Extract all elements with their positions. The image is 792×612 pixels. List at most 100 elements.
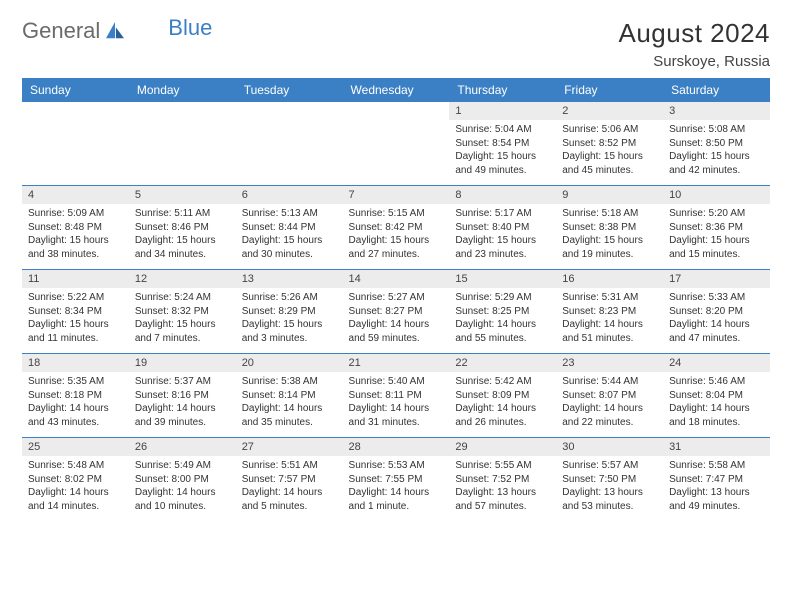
sunrise-line: Sunrise: 5:15 AM (349, 207, 444, 221)
calendar-body: 1Sunrise: 5:04 AMSunset: 8:54 PMDaylight… (22, 102, 770, 521)
day-details: Sunrise: 5:46 AMSunset: 8:04 PMDaylight:… (663, 372, 770, 437)
sunset-line: Sunset: 7:50 PM (562, 473, 657, 487)
day-number: 13 (236, 269, 343, 288)
sunset-line: Sunset: 8:50 PM (669, 137, 764, 151)
calendar-day-cell: 14Sunrise: 5:27 AMSunset: 8:27 PMDayligh… (343, 269, 450, 353)
sunset-line: Sunset: 8:44 PM (242, 221, 337, 235)
sunset-line: Sunset: 8:32 PM (135, 305, 230, 319)
sunset-line: Sunset: 8:46 PM (135, 221, 230, 235)
sunrise-line: Sunrise: 5:42 AM (455, 375, 550, 389)
calendar-day-cell: 22Sunrise: 5:42 AMSunset: 8:09 PMDayligh… (449, 353, 556, 437)
sunset-line: Sunset: 8:36 PM (669, 221, 764, 235)
calendar-day-cell: 31Sunrise: 5:58 AMSunset: 7:47 PMDayligh… (663, 437, 770, 521)
day-number: 5 (129, 185, 236, 204)
calendar-day-cell: 1Sunrise: 5:04 AMSunset: 8:54 PMDaylight… (449, 102, 556, 185)
sunrise-line: Sunrise: 5:57 AM (562, 459, 657, 473)
day-details: Sunrise: 5:37 AMSunset: 8:16 PMDaylight:… (129, 372, 236, 437)
daylight-line: Daylight: 14 hours and 59 minutes. (349, 318, 444, 345)
day-details: Sunrise: 5:11 AMSunset: 8:46 PMDaylight:… (129, 204, 236, 269)
daylight-line: Daylight: 14 hours and 5 minutes. (242, 486, 337, 513)
calendar-day-cell: 20Sunrise: 5:38 AMSunset: 8:14 PMDayligh… (236, 353, 343, 437)
calendar-day-cell: 12Sunrise: 5:24 AMSunset: 8:32 PMDayligh… (129, 269, 236, 353)
page-header: General Blue August 2024 Surskoye, Russi… (22, 18, 770, 70)
calendar-day-cell: 17Sunrise: 5:33 AMSunset: 8:20 PMDayligh… (663, 269, 770, 353)
sunset-line: Sunset: 8:14 PM (242, 389, 337, 403)
brand-part2: Blue (168, 15, 212, 41)
page-subtitle: Surskoye, Russia (618, 53, 770, 70)
day-details: Sunrise: 5:55 AMSunset: 7:52 PMDaylight:… (449, 456, 556, 521)
day-details: Sunrise: 5:57 AMSunset: 7:50 PMDaylight:… (556, 456, 663, 521)
day-number: 27 (236, 437, 343, 456)
sunset-line: Sunset: 8:04 PM (669, 389, 764, 403)
sunrise-line: Sunrise: 5:46 AM (669, 375, 764, 389)
day-details: Sunrise: 5:33 AMSunset: 8:20 PMDaylight:… (663, 288, 770, 353)
day-details: Sunrise: 5:15 AMSunset: 8:42 PMDaylight:… (343, 204, 450, 269)
day-details: Sunrise: 5:26 AMSunset: 8:29 PMDaylight:… (236, 288, 343, 353)
calendar-day-cell: 8Sunrise: 5:17 AMSunset: 8:40 PMDaylight… (449, 185, 556, 269)
daylight-line: Daylight: 15 hours and 27 minutes. (349, 234, 444, 261)
daylight-line: Daylight: 14 hours and 35 minutes. (242, 402, 337, 429)
calendar-day-cell: 6Sunrise: 5:13 AMSunset: 8:44 PMDaylight… (236, 185, 343, 269)
daylight-line: Daylight: 15 hours and 42 minutes. (669, 150, 764, 177)
weekday-header: Monday (129, 78, 236, 102)
calendar-day-cell: 16Sunrise: 5:31 AMSunset: 8:23 PMDayligh… (556, 269, 663, 353)
day-details: Sunrise: 5:38 AMSunset: 8:14 PMDaylight:… (236, 372, 343, 437)
day-number: 10 (663, 185, 770, 204)
sunset-line: Sunset: 8:25 PM (455, 305, 550, 319)
calendar-week-row: 25Sunrise: 5:48 AMSunset: 8:02 PMDayligh… (22, 437, 770, 521)
day-number: 20 (236, 353, 343, 372)
day-number: 4 (22, 185, 129, 204)
calendar-day-cell: 28Sunrise: 5:53 AMSunset: 7:55 PMDayligh… (343, 437, 450, 521)
calendar-day-cell: 27Sunrise: 5:51 AMSunset: 7:57 PMDayligh… (236, 437, 343, 521)
sunrise-line: Sunrise: 5:51 AM (242, 459, 337, 473)
day-number: 22 (449, 353, 556, 372)
day-details: Sunrise: 5:08 AMSunset: 8:50 PMDaylight:… (663, 120, 770, 185)
daylight-line: Daylight: 15 hours and 49 minutes. (455, 150, 550, 177)
sunrise-line: Sunrise: 5:09 AM (28, 207, 123, 221)
sunset-line: Sunset: 8:09 PM (455, 389, 550, 403)
calendar-day-cell: 29Sunrise: 5:55 AMSunset: 7:52 PMDayligh… (449, 437, 556, 521)
day-details: Sunrise: 5:18 AMSunset: 8:38 PMDaylight:… (556, 204, 663, 269)
sunrise-line: Sunrise: 5:18 AM (562, 207, 657, 221)
day-number: 6 (236, 185, 343, 204)
day-details: Sunrise: 5:44 AMSunset: 8:07 PMDaylight:… (556, 372, 663, 437)
day-number: 15 (449, 269, 556, 288)
sunset-line: Sunset: 8:42 PM (349, 221, 444, 235)
daylight-line: Daylight: 15 hours and 23 minutes. (455, 234, 550, 261)
sunrise-line: Sunrise: 5:49 AM (135, 459, 230, 473)
sunrise-line: Sunrise: 5:04 AM (455, 123, 550, 137)
day-details: Sunrise: 5:29 AMSunset: 8:25 PMDaylight:… (449, 288, 556, 353)
calendar-day-cell: 24Sunrise: 5:46 AMSunset: 8:04 PMDayligh… (663, 353, 770, 437)
day-number: 26 (129, 437, 236, 456)
sunrise-line: Sunrise: 5:08 AM (669, 123, 764, 137)
sunset-line: Sunset: 8:00 PM (135, 473, 230, 487)
calendar-day-cell: 7Sunrise: 5:15 AMSunset: 8:42 PMDaylight… (343, 185, 450, 269)
daylight-line: Daylight: 14 hours and 51 minutes. (562, 318, 657, 345)
sunrise-line: Sunrise: 5:58 AM (669, 459, 764, 473)
daylight-line: Daylight: 15 hours and 30 minutes. (242, 234, 337, 261)
calendar-day-cell: 3Sunrise: 5:08 AMSunset: 8:50 PMDaylight… (663, 102, 770, 185)
daylight-line: Daylight: 15 hours and 19 minutes. (562, 234, 657, 261)
sunrise-line: Sunrise: 5:22 AM (28, 291, 123, 305)
sunrise-line: Sunrise: 5:48 AM (28, 459, 123, 473)
day-number: 23 (556, 353, 663, 372)
sunset-line: Sunset: 8:18 PM (28, 389, 123, 403)
sunrise-line: Sunrise: 5:33 AM (669, 291, 764, 305)
calendar-day-cell (343, 102, 450, 185)
brand-part1: General (22, 18, 100, 44)
sunset-line: Sunset: 8:23 PM (562, 305, 657, 319)
day-details: Sunrise: 5:35 AMSunset: 8:18 PMDaylight:… (22, 372, 129, 437)
day-number: 18 (22, 353, 129, 372)
sunset-line: Sunset: 8:29 PM (242, 305, 337, 319)
day-number: 17 (663, 269, 770, 288)
sail-icon (104, 22, 126, 40)
calendar-day-cell (22, 102, 129, 185)
daylight-line: Daylight: 14 hours and 31 minutes. (349, 402, 444, 429)
weekday-header: Wednesday (343, 78, 450, 102)
sunset-line: Sunset: 7:55 PM (349, 473, 444, 487)
calendar-day-cell: 18Sunrise: 5:35 AMSunset: 8:18 PMDayligh… (22, 353, 129, 437)
sunset-line: Sunset: 8:16 PM (135, 389, 230, 403)
daylight-line: Daylight: 13 hours and 49 minutes. (669, 486, 764, 513)
daylight-line: Daylight: 15 hours and 11 minutes. (28, 318, 123, 345)
daylight-line: Daylight: 14 hours and 43 minutes. (28, 402, 123, 429)
